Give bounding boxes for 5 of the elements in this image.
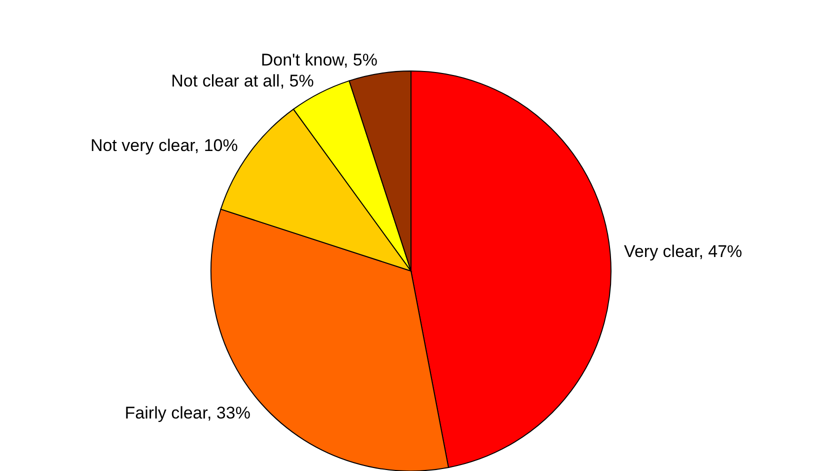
slice-label: Fairly clear, 33%	[124, 403, 250, 422]
slice-label: Very clear, 47%	[624, 242, 742, 261]
slice-label: Don't know, 5%	[260, 50, 378, 70]
slice-label: Not clear at all, 5%	[171, 71, 314, 90]
slice-label: Not very clear, 10%	[90, 136, 238, 156]
